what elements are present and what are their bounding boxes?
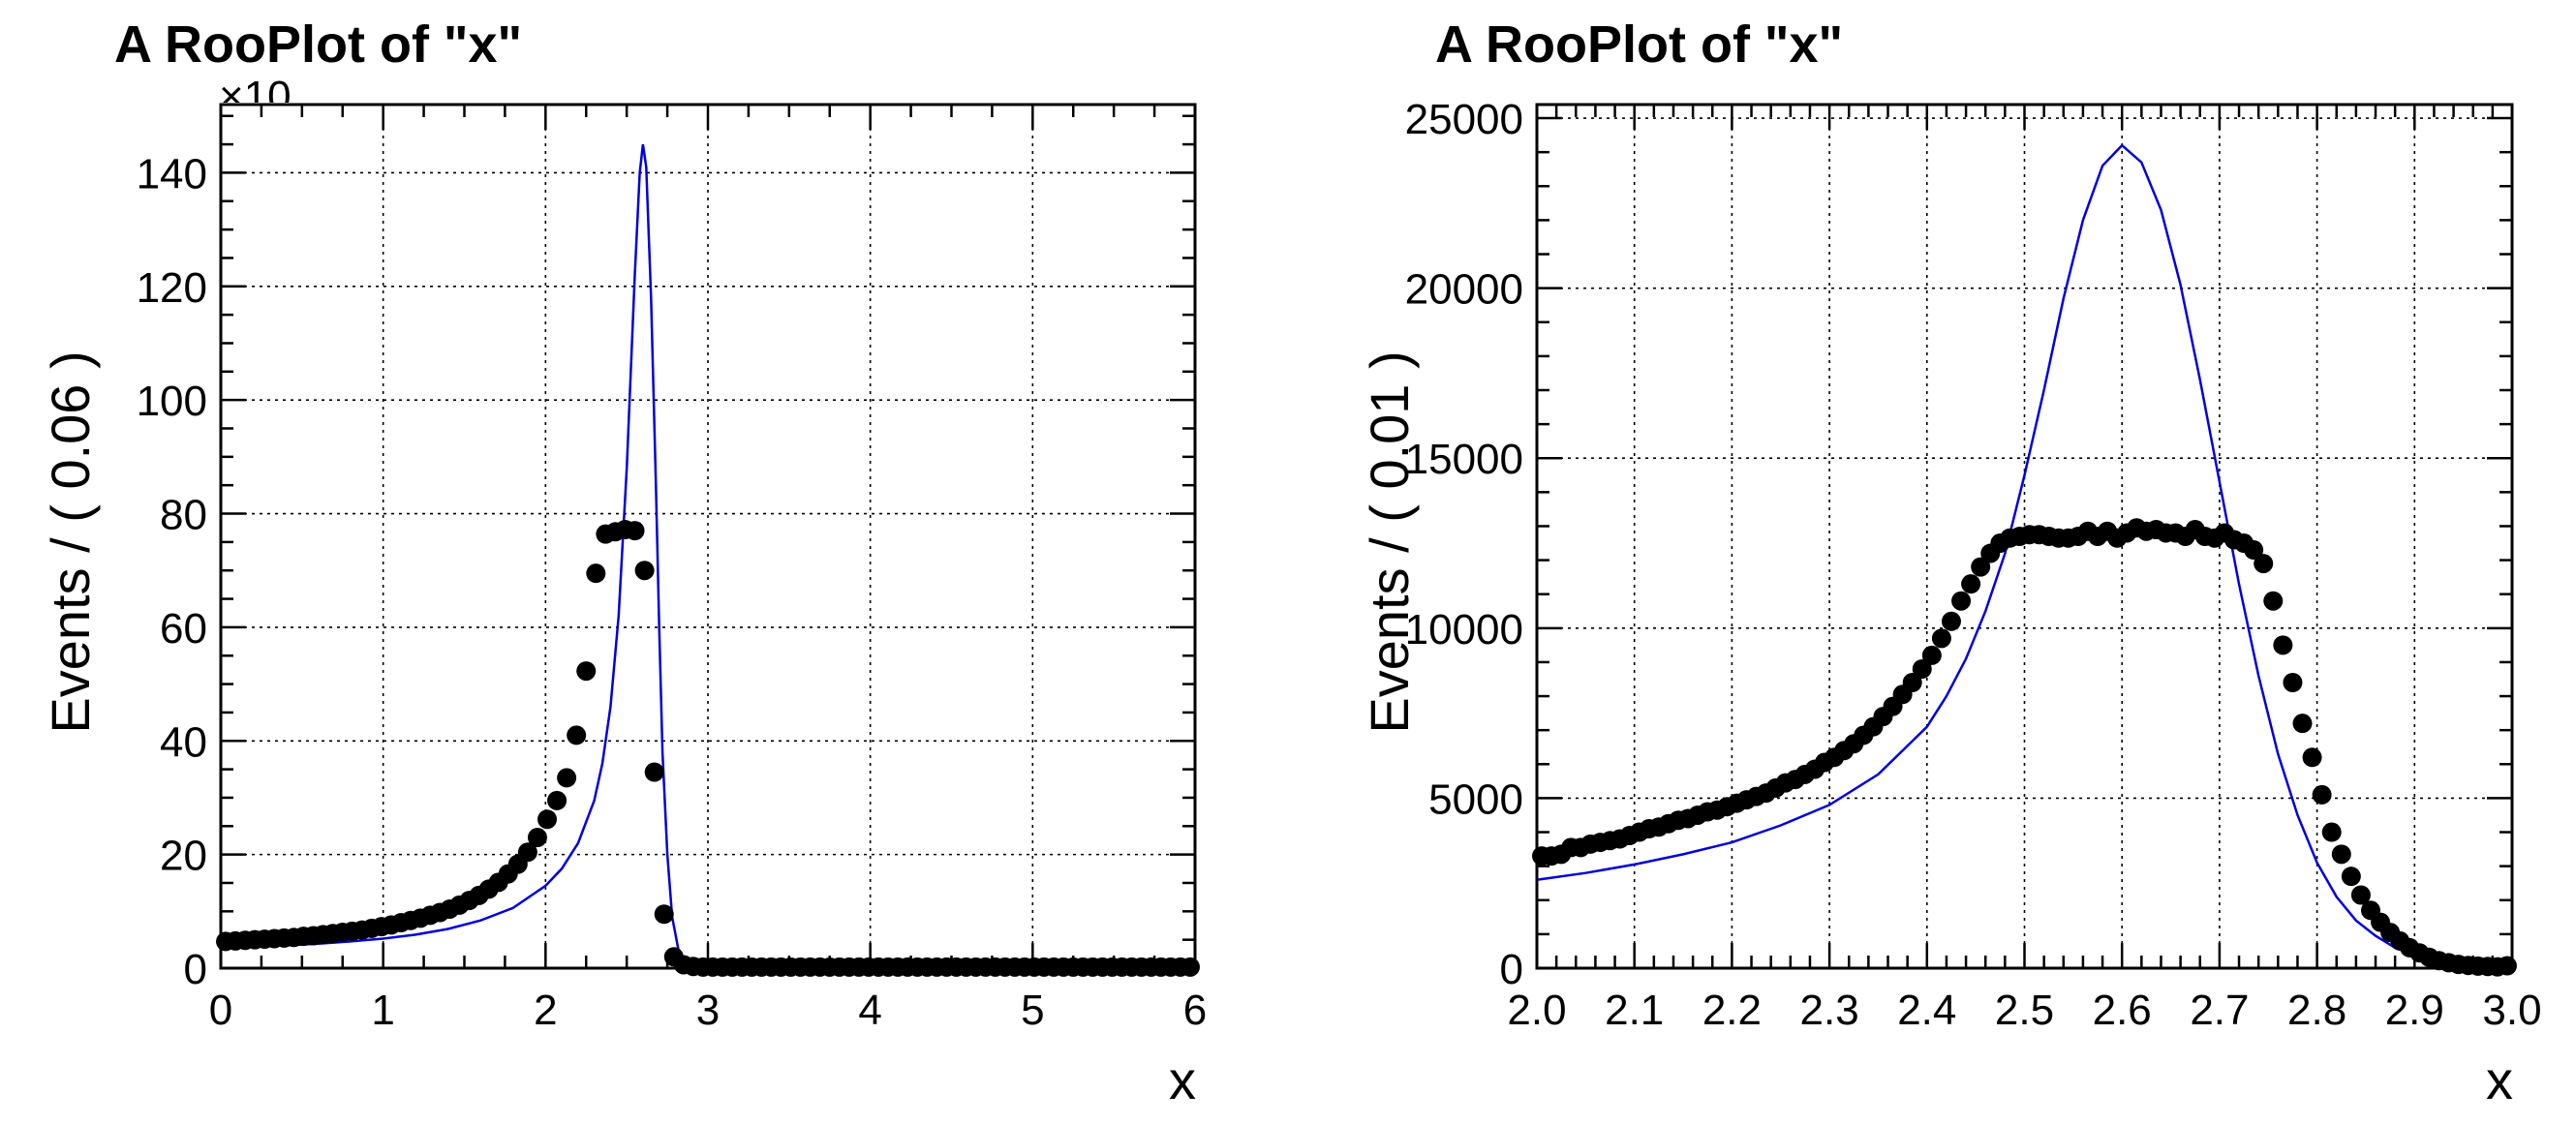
data-point xyxy=(537,809,558,830)
plot-frame xyxy=(219,103,1197,970)
x-tick-label: 5 xyxy=(1021,987,1044,1034)
data-point xyxy=(586,563,606,584)
data-point xyxy=(576,661,597,682)
y-tick-label: 100 xyxy=(137,378,207,425)
x-tick-label: 0 xyxy=(209,987,232,1034)
data-point xyxy=(2331,844,2351,865)
x-tick-label: 2.8 xyxy=(2287,987,2346,1034)
data-point xyxy=(634,561,655,581)
y-axis-label: Events / ( 0.06 ) xyxy=(40,350,101,733)
x-tick-label: 2.5 xyxy=(1995,987,2054,1034)
x-tick-label: 2.7 xyxy=(2190,987,2249,1034)
y-tick-label: 20 xyxy=(160,833,207,880)
data-point xyxy=(2244,540,2264,561)
x-tick-label: 2 xyxy=(534,987,557,1034)
x-tick-label: 3 xyxy=(696,987,720,1034)
data-point xyxy=(2350,885,2371,905)
data-point xyxy=(654,904,674,925)
y-axis-label: Events / ( 0.01 ) xyxy=(1359,350,1420,733)
y-tick-label: 25000 xyxy=(1405,96,1523,143)
data-point xyxy=(2302,747,2322,768)
x-tick-label: 4 xyxy=(858,987,881,1034)
y-tick-label: 0 xyxy=(184,946,207,993)
x-tick-label: 3.0 xyxy=(2482,987,2541,1034)
plot-panel-right: 2.0 2.1 2.2 2.3 2.4 2.5 2.6 2.7 2.8 2.9 3.0 0 5000 10… xyxy=(1359,15,2542,1110)
data-point xyxy=(1921,645,1942,665)
data-point xyxy=(1971,557,1991,577)
x-tick-label: 2.1 xyxy=(1605,987,1664,1034)
data-point xyxy=(527,828,547,848)
data-point xyxy=(2263,591,2284,611)
data-point xyxy=(1902,673,1922,693)
y-tick-label: 20000 xyxy=(1405,266,1523,314)
data-point xyxy=(644,762,664,782)
y-tick-label: 60 xyxy=(160,605,207,653)
x-tick-label: 2.0 xyxy=(1507,987,1566,1034)
data-point xyxy=(1912,658,1932,679)
data-point xyxy=(547,790,567,810)
data-point xyxy=(625,521,645,541)
model-curve xyxy=(1536,143,2513,967)
data-point xyxy=(1931,628,1951,649)
data-point xyxy=(2312,784,2332,805)
data-point xyxy=(1951,591,1972,611)
y-tick-label: 0 xyxy=(1500,946,1523,993)
chart-title: A RooPlot of "x" xyxy=(114,15,522,74)
x-tick-label: 6 xyxy=(1183,987,1207,1034)
y-tick-label: 140 xyxy=(137,150,207,198)
y-tick-label: 120 xyxy=(137,264,207,312)
x-axis-label: x xyxy=(1169,1049,1196,1110)
x-tick-label: 2.4 xyxy=(1897,987,1956,1034)
data-point xyxy=(2283,673,2303,693)
x-tick-label: 2.2 xyxy=(1702,987,1762,1034)
data-point xyxy=(557,768,577,788)
y-multiplier-label: ×10 xyxy=(219,73,291,120)
data-point xyxy=(2292,714,2313,734)
data-point xyxy=(517,842,537,863)
data-point xyxy=(2497,956,2517,976)
y-tick-label: 80 xyxy=(160,492,207,539)
data-point xyxy=(2254,554,2274,574)
x-axis-label: x xyxy=(2486,1049,2513,1110)
data-point xyxy=(1941,611,1961,631)
y-tick-label: 15000 xyxy=(1405,436,1523,483)
data-point xyxy=(567,725,587,745)
x-tick-label: 1 xyxy=(371,987,394,1034)
data-point xyxy=(2341,867,2361,887)
chart-title: A RooPlot of "x" xyxy=(1435,15,1843,74)
data-point xyxy=(2321,822,2342,842)
y-tick-label: 40 xyxy=(160,718,207,766)
x-tick-label: 2.3 xyxy=(1800,987,1859,1034)
y-tick-label: 10000 xyxy=(1405,606,1523,654)
data-point xyxy=(1180,957,1200,977)
y-tick-label: 5000 xyxy=(1428,775,1523,823)
data-point xyxy=(1961,574,1981,594)
data-point xyxy=(2273,635,2293,655)
x-tick-label: 2.6 xyxy=(2093,987,2152,1034)
x-tick-label: 2.9 xyxy=(2385,987,2444,1034)
